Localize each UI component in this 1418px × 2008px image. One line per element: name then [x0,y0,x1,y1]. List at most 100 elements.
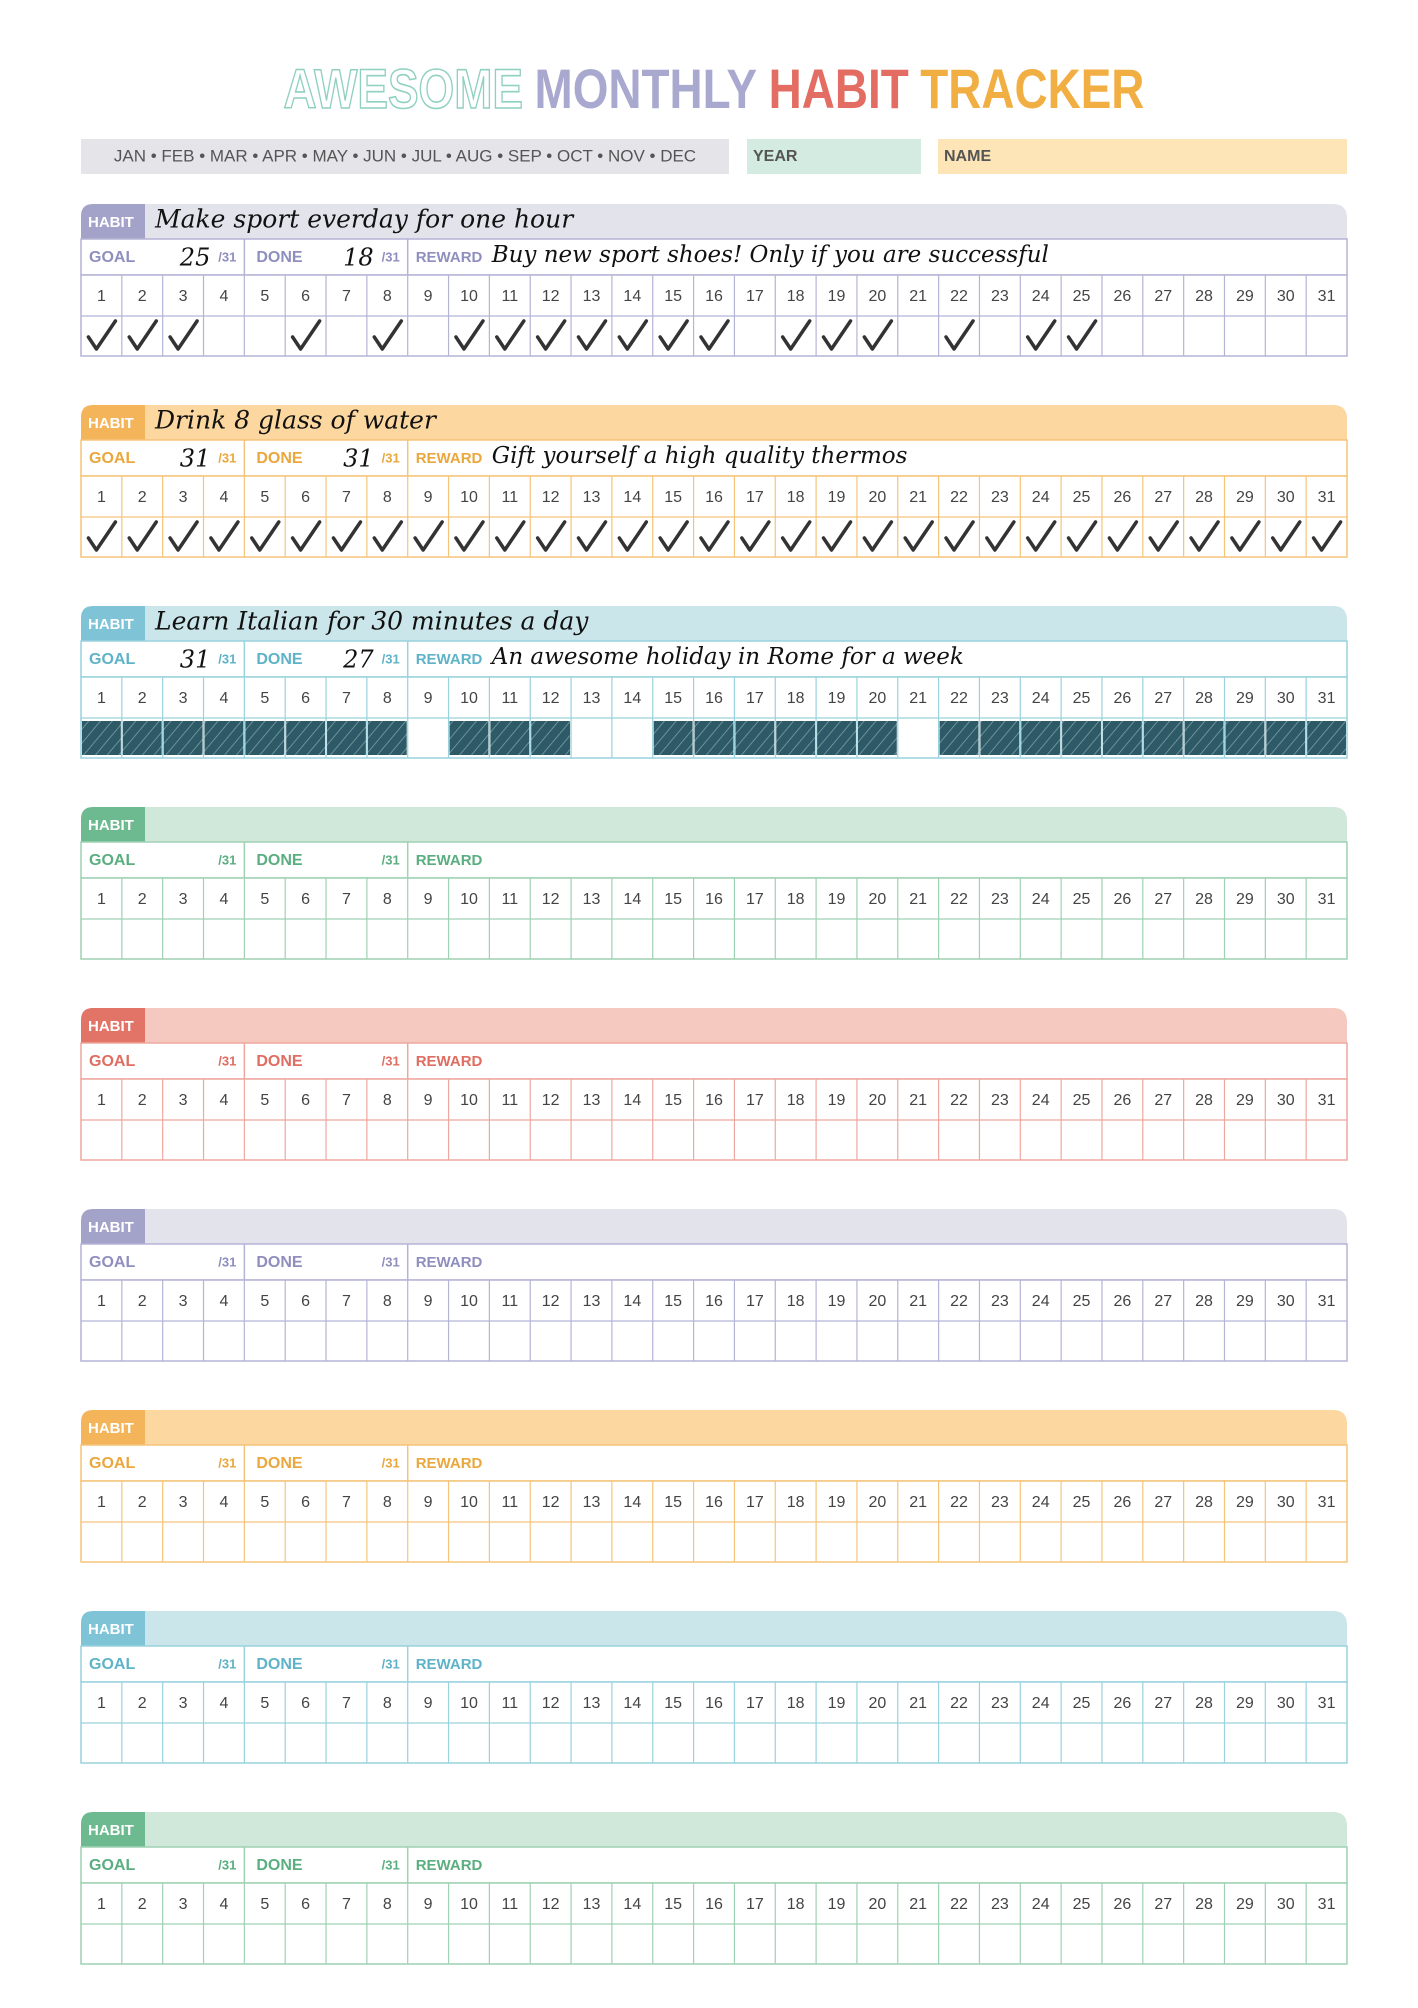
day-number: 30 [1277,1293,1295,1310]
hatch-mark [1102,721,1142,755]
habit-label: HABIT [88,1018,134,1035]
day-number: 11 [502,1494,519,1511]
check-mark [495,520,526,552]
day-number: 15 [664,288,682,305]
goal-label: GOAL [89,852,135,869]
day-number: 19 [828,1494,846,1511]
day-number: 30 [1277,288,1295,305]
day-number: 23 [991,288,1009,305]
day-number: 24 [1032,1896,1050,1913]
day-number: 2 [138,1896,147,1913]
hatch-mark [82,721,121,755]
goal-of: /31 [218,852,236,867]
day-number: 6 [301,489,310,506]
done-value: 18 [343,244,374,272]
day-number: 16 [705,489,723,506]
day-number: 12 [542,891,560,908]
day-number: 22 [950,891,968,908]
day-number: 25 [1073,1896,1091,1913]
day-number: 15 [664,891,682,908]
reward-label: REWARD [416,1053,483,1070]
habit-label: HABIT [88,415,134,432]
day-number: 19 [828,1293,846,1310]
hatch-mark [939,721,979,755]
day-number: 1 [97,1896,106,1913]
day-number: 3 [179,690,188,707]
day-number: 28 [1195,1293,1213,1310]
check-mark [372,520,404,552]
hatch-mark [531,721,571,755]
header-band [81,1812,1347,1847]
day-number: 27 [1154,1293,1172,1310]
day-number: 25 [1073,1494,1091,1511]
done-label: DONE [256,1455,303,1472]
check-mark [944,319,975,351]
day-number: 14 [623,1896,641,1913]
day-number: 13 [583,1293,601,1310]
months: JAN • FEB • MAR • APR • MAY • JUN • JUL … [114,146,696,165]
day-number: 24 [1032,891,1050,908]
day-number: 9 [424,1695,433,1712]
check-mark [862,319,894,351]
day-number: 8 [383,1695,392,1712]
day-number: 27 [1154,1092,1172,1109]
check-mark [1025,319,1057,351]
day-number: 12 [542,1092,560,1109]
check-mark [740,520,771,552]
day-number: 11 [502,1695,519,1712]
day-number: 15 [664,1293,682,1310]
day-number: 18 [787,690,805,707]
day-number: 15 [664,1896,682,1913]
day-number: 18 [787,1293,805,1310]
day-number: 1 [97,288,106,305]
check-mark [1066,319,1098,351]
day-number: 20 [868,1896,886,1913]
header-band [81,1611,1347,1646]
day-number: 11 [502,891,519,908]
done-label: DONE [256,1656,303,1673]
day-number: 25 [1073,288,1091,305]
habit-block: HABIT Learn Italian for 30 minutes a day G… [80,606,1348,759]
day-number: 4 [219,891,228,908]
goal-label: GOAL [89,249,135,266]
goal-label: GOAL [89,1857,135,1874]
day-number: 30 [1277,1896,1295,1913]
day-number: 18 [787,891,805,908]
done-of: /31 [382,1053,400,1068]
day-number: 12 [542,1494,560,1511]
day-number: 27 [1154,489,1172,506]
done-label: DONE [256,249,303,266]
day-number: 22 [950,1896,968,1913]
day-number: 18 [787,1896,805,1913]
check-mark [658,319,689,351]
check-mark [821,520,853,552]
goal-label: GOAL [89,1455,135,1472]
day-number: 25 [1073,1092,1091,1109]
goal-row [80,439,1348,477]
day-number: 5 [260,1293,269,1310]
hatch-mark [1062,721,1101,755]
day-number: 20 [868,891,886,908]
day-number: 1 [97,1293,106,1310]
day-number: 16 [705,1896,723,1913]
day-number: 19 [828,1092,846,1109]
goal-row [80,1243,1348,1281]
day-number: 29 [1236,288,1254,305]
goal-of: /31 [218,1857,236,1872]
day-number: 14 [623,1494,641,1511]
check-mark [413,520,444,552]
header-band [81,606,1347,641]
day-number: 14 [623,489,641,506]
day-number: 29 [1236,1293,1254,1310]
day-number: 25 [1073,1695,1091,1712]
day-number: 3 [179,1092,188,1109]
check-mark [821,319,853,351]
day-number: 3 [179,489,188,506]
day-number: 11 [502,1092,519,1109]
day-number: 28 [1195,288,1213,305]
check-mark [454,520,485,552]
habit-badge [81,807,145,842]
check-mark [1025,520,1057,552]
